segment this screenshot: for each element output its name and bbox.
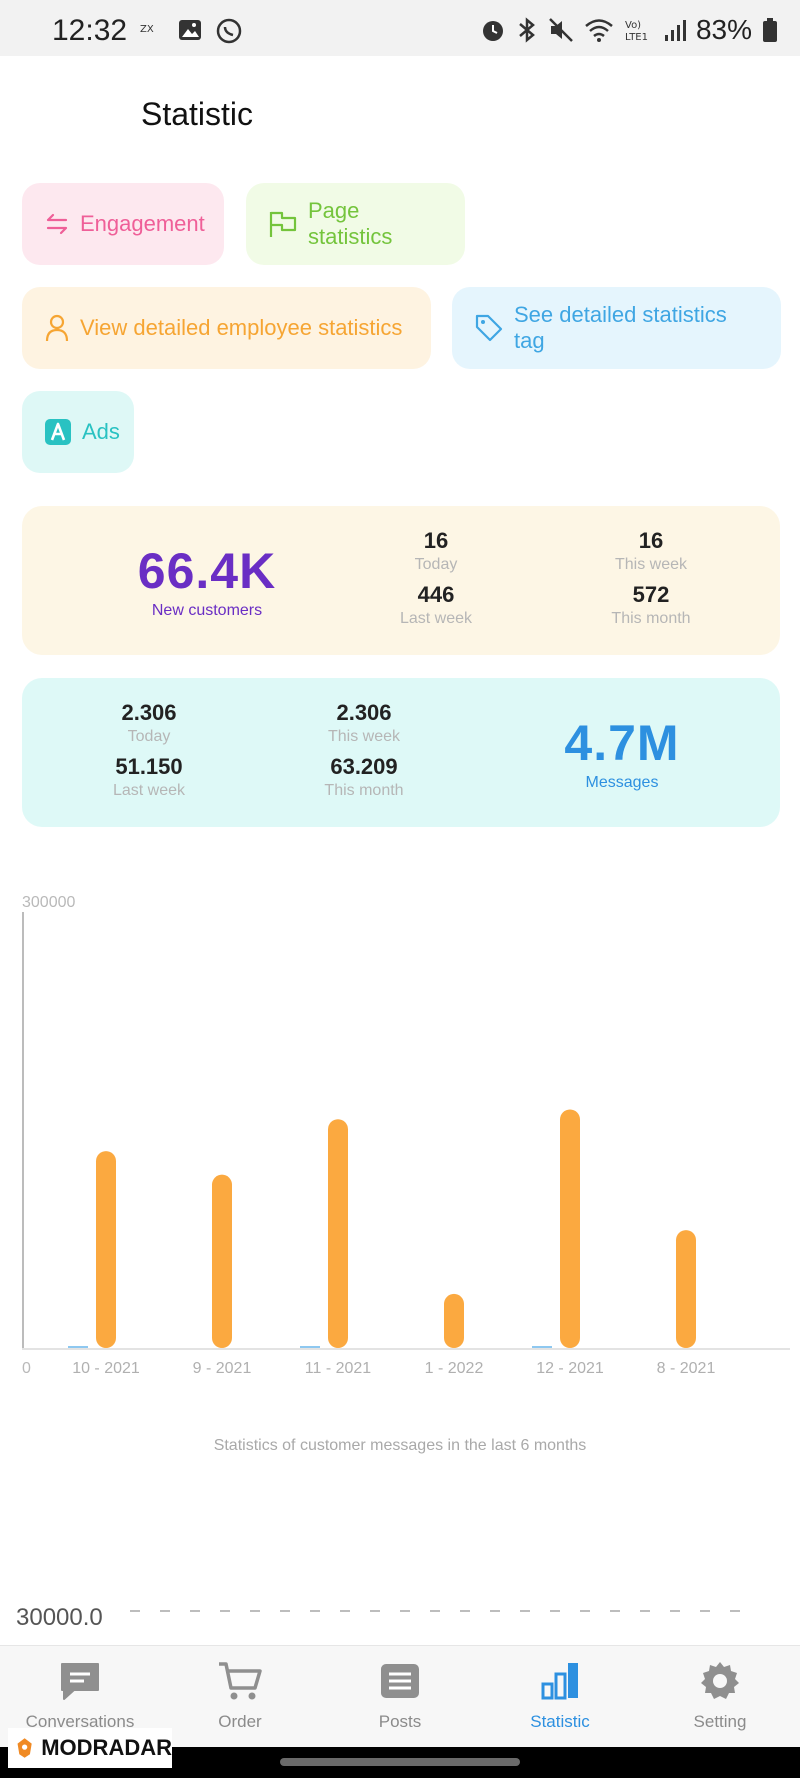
messages-value: 4.7M (564, 715, 680, 771)
lte-icon: Vo)LTE1 (625, 20, 648, 43)
notification-icon: ZX (140, 24, 154, 35)
messages-card[interactable]: 2.306 Today 51.150 Last week 2.306 This … (22, 678, 780, 827)
second-chart-gridline (130, 1610, 750, 1612)
chart-bar-secondary (300, 1346, 320, 1348)
second-chart-y-label: 30000.0 (16, 1604, 103, 1631)
customers-last-week: 446 Last week (399, 582, 473, 627)
svg-text:Vo): Vo) (625, 20, 641, 31)
chart-x-tick-label: 1 - 2022 (425, 1360, 484, 1377)
bar-chart-icon (541, 1663, 578, 1700)
chart-x-tick-label: 12 - 2021 (536, 1360, 604, 1377)
statistics-tag-label: See detailed statistics tag (514, 302, 727, 353)
chart-bar[interactable] (560, 1109, 580, 1348)
chart-y-origin-label: 0 (22, 1360, 31, 1377)
svg-text:ZX: ZX (140, 24, 154, 35)
chart-bar[interactable] (328, 1119, 348, 1348)
chart-x-tick-label: 8 - 2021 (657, 1360, 716, 1377)
new-customers-value: 66.4K (137, 543, 277, 599)
ads-button[interactable]: Ads (22, 391, 134, 473)
tag-icon (475, 314, 503, 342)
user-icon (45, 314, 69, 342)
mute-icon (549, 18, 573, 42)
chart-x-tick-label: 9 - 2021 (193, 1360, 252, 1377)
engagement-button[interactable]: Engagement (22, 183, 224, 265)
chart-bar[interactable] (444, 1293, 464, 1348)
watermark-logo-icon (17, 1738, 32, 1758)
chart-bar[interactable] (96, 1151, 116, 1348)
nav-setting[interactable]: Setting (650, 1660, 790, 1732)
posts-icon (381, 1664, 419, 1698)
customers-this-week: 16 This week (614, 528, 688, 573)
status-notification-icons: ZX (140, 18, 242, 44)
chart-bar-secondary (532, 1346, 552, 1348)
cart-icon (219, 1662, 262, 1700)
status-time: 12:32 (52, 14, 128, 47)
customers-this-month: 572 This month (611, 582, 691, 627)
gear-icon (701, 1662, 739, 1699)
wifi-icon (585, 19, 613, 42)
nav-statistic[interactable]: Statistic (490, 1660, 630, 1732)
ads-label: Ads (82, 419, 120, 444)
chart-bar[interactable] (212, 1174, 232, 1348)
swap-arrows-icon (46, 213, 68, 235)
chart-bar[interactable] (676, 1230, 696, 1348)
messages-last-week: 51.150 Last week (112, 754, 186, 799)
employee-statistics-button[interactable]: View detailed employee statistics (22, 287, 431, 369)
chart-bar-secondary (68, 1346, 88, 1348)
messages-this-month: 63.209 This month (324, 754, 404, 799)
nav-conversations[interactable]: Conversations (10, 1660, 150, 1732)
flag-icon (269, 211, 297, 237)
svg-text:LTE1: LTE1 (625, 32, 648, 43)
status-system-icons: Vo) LTE1 83% (480, 14, 778, 46)
battery-percentage: 83% (695, 14, 752, 45)
page-statistics-button[interactable]: Page statistics (246, 183, 465, 265)
new-customers-card[interactable]: 66.4K New customers 16 Today 446 Last we… (22, 506, 780, 655)
chart-x-tick-label: 10 - 2021 (72, 1360, 140, 1377)
ads-icon (45, 419, 71, 445)
employee-statistics-label: View detailed employee statistics (80, 315, 403, 340)
bluetooth-icon (519, 17, 535, 43)
chart-svg: 0 10 - 2021 9 - 2021 11 - 2021 1 - 2022 12 - … (22, 912, 790, 1377)
chat-icon (61, 1663, 99, 1700)
messages-this-week: 2.306 This week (327, 700, 401, 745)
watermark: MODRADAR (8, 1728, 172, 1768)
new-customers-total: 66.4K New customers (102, 542, 312, 620)
chart-x-tick-label: 11 - 2021 (305, 1360, 372, 1377)
chart-caption: Statistics of customer messages in the l… (213, 1437, 587, 1454)
messages-total: 4.7M Messages (522, 714, 722, 792)
page-title: Statistic (141, 96, 254, 132)
customers-today: 16 Today (414, 528, 458, 573)
messages-today: 2.306 Today (121, 700, 177, 745)
nav-posts[interactable]: Posts (330, 1660, 470, 1732)
home-indicator[interactable] (280, 1758, 520, 1766)
battery-icon (763, 18, 777, 42)
whatsapp-icon (216, 18, 242, 44)
messages-bar-chart: 300000 0 10 - 2021 9 - 2021 11 - 2021 1 - 20… (0, 880, 800, 1400)
page-statistics-label: Page statistics (308, 198, 393, 249)
signal-icon (664, 20, 686, 41)
messages-label: Messages (585, 774, 659, 791)
nav-order[interactable]: Order (170, 1660, 310, 1732)
gallery-icon (179, 20, 201, 40)
status-bar: 12:32 ZX Vo) LTE1 83% (0, 0, 800, 56)
engagement-label: Engagement (80, 211, 205, 236)
alarm-icon (482, 21, 503, 41)
chart-y-max-label: 300000 (22, 894, 76, 911)
watermark-text: MODRADAR (41, 1735, 172, 1760)
new-customers-label: New customers (151, 602, 263, 619)
statistics-tag-button[interactable]: See detailed statistics tag (452, 287, 781, 369)
